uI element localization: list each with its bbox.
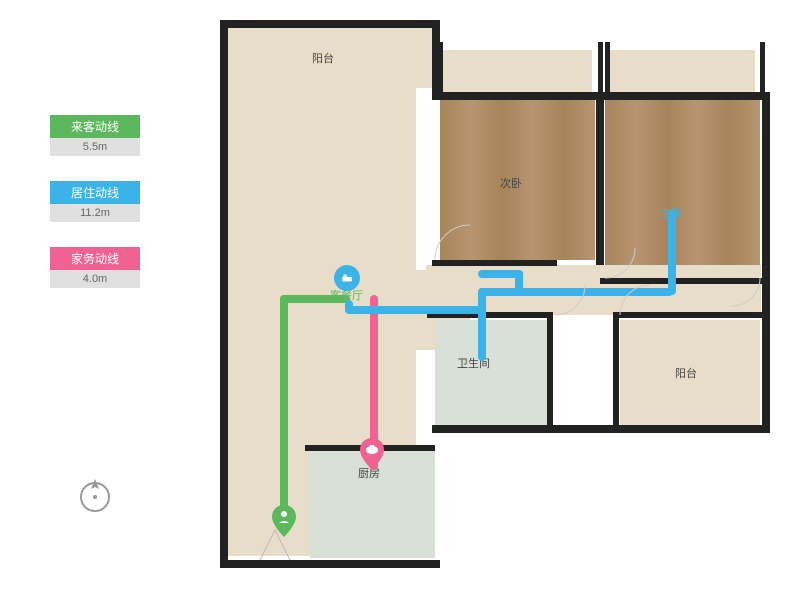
path-living-6: [668, 210, 676, 295]
legend-item-guest: 来客动线 5.5m: [50, 115, 140, 156]
legend-item-housework: 家务动线 4.0m: [50, 247, 140, 288]
balcony-above-master: [610, 50, 755, 95]
bed-icon: [334, 265, 360, 291]
legend-value-guest: 5.5m: [50, 138, 140, 156]
master-bedroom: [605, 100, 760, 280]
floorplan: 阳台 次卧 主卧 客餐厅 卫生间 阳台 厨房: [220, 20, 790, 580]
path-living-5: [478, 288, 673, 296]
bathroom: [435, 320, 547, 430]
label-balcony-top: 阳台: [312, 50, 334, 66]
compass-icon: [75, 475, 115, 515]
path-guest-v: [280, 295, 288, 515]
legend-item-living: 居住动线 11.2m: [50, 181, 140, 222]
path-living-2: [345, 306, 485, 314]
path-living-3: [478, 306, 486, 361]
label-secondary-bedroom: 次卧: [500, 175, 522, 191]
legend: 来客动线 5.5m 居住动线 11.2m 家务动线 4.0m: [50, 115, 140, 313]
balcony-above-sec: [442, 50, 592, 95]
legend-label-housework: 家务动线: [50, 247, 140, 270]
legend-value-living: 11.2m: [50, 204, 140, 222]
pot-icon: [360, 438, 384, 470]
person-icon: [272, 505, 296, 537]
legend-label-guest: 来客动线: [50, 115, 140, 138]
legend-label-living: 居住动线: [50, 181, 140, 204]
path-living-8: [478, 270, 523, 278]
legend-value-housework: 4.0m: [50, 270, 140, 288]
label-balcony-right: 阳台: [675, 365, 697, 381]
path-guest: [280, 295, 350, 303]
